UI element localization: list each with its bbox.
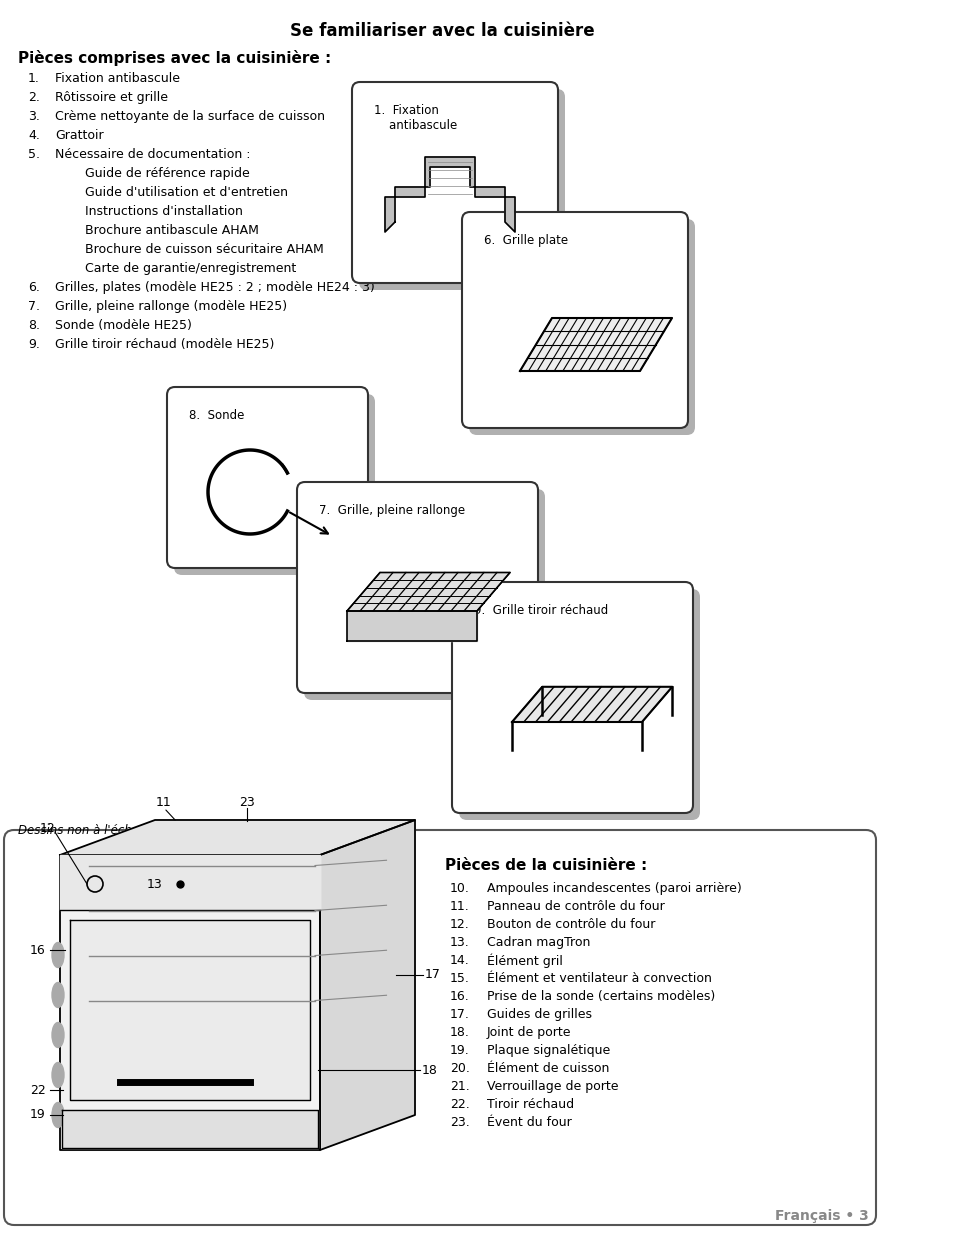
Text: Dessins non à l'échelle: Dessins non à l'échelle bbox=[18, 824, 152, 837]
Text: 7.  Grille, pleine rallonge: 7. Grille, pleine rallonge bbox=[318, 504, 465, 517]
Text: Verrouillage de porte: Verrouillage de porte bbox=[486, 1079, 618, 1093]
Text: Bouton de contrôle du four: Bouton de contrôle du four bbox=[486, 918, 655, 931]
Text: 7.: 7. bbox=[28, 300, 40, 312]
Text: 15.: 15. bbox=[450, 972, 470, 986]
Text: Grattoir: Grattoir bbox=[55, 128, 104, 142]
FancyBboxPatch shape bbox=[296, 482, 537, 693]
FancyBboxPatch shape bbox=[358, 89, 564, 290]
Text: 3.: 3. bbox=[28, 110, 40, 124]
Text: Prise de la sonde (certains modèles): Prise de la sonde (certains modèles) bbox=[486, 990, 715, 1003]
Polygon shape bbox=[319, 820, 415, 1150]
Text: 11: 11 bbox=[156, 795, 172, 809]
Text: Évent du four: Évent du four bbox=[486, 1116, 571, 1129]
Polygon shape bbox=[60, 820, 415, 855]
Polygon shape bbox=[347, 573, 510, 611]
FancyBboxPatch shape bbox=[304, 489, 544, 700]
Text: Nécessaire de documentation :: Nécessaire de documentation : bbox=[55, 148, 251, 161]
Text: Pièces de la cuisinière :: Pièces de la cuisinière : bbox=[444, 858, 646, 873]
FancyBboxPatch shape bbox=[352, 82, 558, 283]
Text: Instructions d'installation: Instructions d'installation bbox=[85, 205, 243, 219]
Text: 13.: 13. bbox=[450, 936, 469, 948]
Polygon shape bbox=[70, 920, 310, 1100]
FancyBboxPatch shape bbox=[452, 582, 692, 813]
FancyBboxPatch shape bbox=[469, 219, 695, 435]
Text: Ampoules incandescentes (paroi arrière): Ampoules incandescentes (paroi arrière) bbox=[486, 882, 741, 895]
FancyBboxPatch shape bbox=[167, 387, 368, 568]
Text: 19: 19 bbox=[30, 1109, 46, 1121]
Text: 8.  Sonde: 8. Sonde bbox=[189, 409, 244, 422]
Text: 4.: 4. bbox=[28, 128, 40, 142]
Text: 20.: 20. bbox=[450, 1062, 470, 1074]
Text: 2.: 2. bbox=[28, 91, 40, 104]
Polygon shape bbox=[519, 317, 671, 370]
Polygon shape bbox=[60, 855, 319, 910]
Text: Grille, pleine rallonge (modèle HE25): Grille, pleine rallonge (modèle HE25) bbox=[55, 300, 287, 312]
Ellipse shape bbox=[52, 942, 64, 967]
Text: 1.  Fixation
    antibascule: 1. Fixation antibascule bbox=[374, 104, 456, 132]
Text: Joint de porte: Joint de porte bbox=[486, 1026, 571, 1039]
Text: Guides de grilles: Guides de grilles bbox=[486, 1008, 592, 1021]
Text: 18: 18 bbox=[421, 1063, 437, 1077]
Text: Pièces comprises avec la cuisinière :: Pièces comprises avec la cuisinière : bbox=[18, 49, 331, 65]
Text: 5.: 5. bbox=[28, 148, 40, 161]
Text: Sonde (modèle HE25): Sonde (modèle HE25) bbox=[55, 319, 192, 332]
Text: 11.: 11. bbox=[450, 900, 469, 913]
Text: 12: 12 bbox=[40, 821, 56, 835]
Text: 9.  Grille tiroir réchaud: 9. Grille tiroir réchaud bbox=[474, 604, 608, 618]
Text: 12.: 12. bbox=[450, 918, 469, 931]
Text: 6.  Grille plate: 6. Grille plate bbox=[483, 233, 568, 247]
Text: Panneau de contrôle du four: Panneau de contrôle du four bbox=[486, 900, 664, 913]
Text: Élément et ventilateur à convection: Élément et ventilateur à convection bbox=[486, 972, 711, 986]
Text: 18.: 18. bbox=[450, 1026, 470, 1039]
Text: 23.: 23. bbox=[450, 1116, 469, 1129]
Text: Cadran magTron: Cadran magTron bbox=[486, 936, 590, 948]
Text: 22: 22 bbox=[30, 1083, 46, 1097]
Text: 13: 13 bbox=[147, 878, 163, 890]
Text: Carte de garantie/enregistrement: Carte de garantie/enregistrement bbox=[85, 262, 296, 275]
Text: Fixation antibascule: Fixation antibascule bbox=[55, 72, 180, 85]
Text: 19.: 19. bbox=[450, 1044, 469, 1057]
Text: 17: 17 bbox=[425, 968, 440, 982]
Text: Guide de référence rapide: Guide de référence rapide bbox=[85, 167, 250, 180]
Polygon shape bbox=[385, 157, 515, 232]
Text: Grilles, plates (modèle HE25 : 2 ; modèle HE24 : 3): Grilles, plates (modèle HE25 : 2 ; modèl… bbox=[55, 282, 375, 294]
Text: Brochure de cuisson sécuritaire AHAM: Brochure de cuisson sécuritaire AHAM bbox=[85, 243, 323, 256]
FancyBboxPatch shape bbox=[458, 589, 700, 820]
Text: Rôtissoire et grille: Rôtissoire et grille bbox=[55, 91, 168, 104]
FancyBboxPatch shape bbox=[173, 394, 375, 576]
Text: 10.: 10. bbox=[450, 882, 470, 895]
Text: 23: 23 bbox=[239, 795, 254, 809]
Ellipse shape bbox=[52, 983, 64, 1008]
Text: Tiroir réchaud: Tiroir réchaud bbox=[486, 1098, 574, 1112]
Text: 16: 16 bbox=[30, 944, 46, 956]
Polygon shape bbox=[512, 687, 672, 722]
Text: 6.: 6. bbox=[28, 282, 40, 294]
Text: 9.: 9. bbox=[28, 338, 40, 351]
Text: Se familiariser avec la cuisinière: Se familiariser avec la cuisinière bbox=[290, 22, 594, 40]
Text: 22.: 22. bbox=[450, 1098, 469, 1112]
Ellipse shape bbox=[52, 1062, 64, 1088]
Text: 14.: 14. bbox=[450, 953, 469, 967]
Text: 17.: 17. bbox=[450, 1008, 470, 1021]
Text: Brochure antibascule AHAM: Brochure antibascule AHAM bbox=[85, 224, 258, 237]
Text: Élément de cuisson: Élément de cuisson bbox=[486, 1062, 609, 1074]
Text: Crème nettoyante de la surface de cuisson: Crème nettoyante de la surface de cuisso… bbox=[55, 110, 325, 124]
Text: 1.: 1. bbox=[28, 72, 40, 85]
Text: 16.: 16. bbox=[450, 990, 469, 1003]
FancyBboxPatch shape bbox=[461, 212, 687, 429]
Polygon shape bbox=[60, 855, 319, 1150]
Text: 8.: 8. bbox=[28, 319, 40, 332]
Text: Français • 3: Français • 3 bbox=[775, 1209, 868, 1223]
Text: Guide d'utilisation et d'entretien: Guide d'utilisation et d'entretien bbox=[85, 186, 288, 199]
FancyBboxPatch shape bbox=[4, 830, 875, 1225]
Ellipse shape bbox=[52, 1023, 64, 1047]
Polygon shape bbox=[347, 611, 476, 641]
Text: Plaque signalétique: Plaque signalétique bbox=[486, 1044, 610, 1057]
Polygon shape bbox=[62, 1110, 317, 1149]
Text: Élément gril: Élément gril bbox=[486, 953, 562, 968]
Ellipse shape bbox=[52, 1103, 64, 1128]
Text: Grille tiroir réchaud (modèle HE25): Grille tiroir réchaud (modèle HE25) bbox=[55, 338, 274, 351]
Text: 21.: 21. bbox=[450, 1079, 469, 1093]
Text: Mise en oeuvre: Mise en oeuvre bbox=[906, 516, 930, 719]
